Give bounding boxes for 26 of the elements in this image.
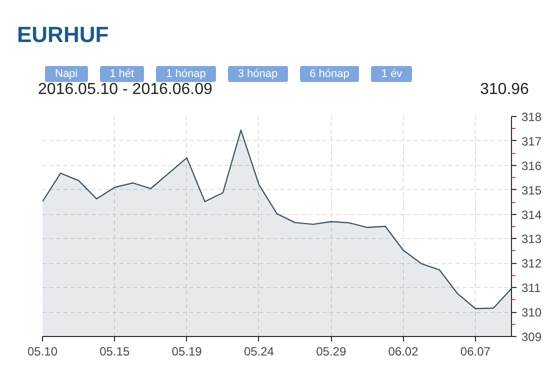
- y-tick-label: 310: [522, 306, 542, 320]
- y-tick-label: 316: [522, 158, 542, 173]
- y-tick-label: 315: [522, 183, 542, 198]
- text: 6 hónap: [300, 66, 360, 82]
- chart-subtitle: 2016.05.10 - 2016.06.09: [38, 80, 212, 100]
- y-tick-label: 318: [522, 110, 542, 124]
- x-tick-label: 05.10: [27, 344, 58, 358]
- text: 1 hónap: [156, 66, 216, 82]
- x-tick-label: 05.29: [316, 344, 346, 358]
- y-tick-label: 313: [522, 232, 542, 246]
- chart-title: EURHUF: [17, 21, 109, 49]
- x-tick-label: 05.24: [244, 344, 274, 358]
- text: Napi: [45, 66, 88, 82]
- x-tick-label: 06.02: [388, 344, 419, 358]
- text: 1 év: [371, 66, 412, 82]
- x-tick-label: 05.19: [172, 344, 202, 358]
- x-tick-label: 06.07: [460, 344, 491, 358]
- text: 310.96: [480, 80, 529, 100]
- text: 1 hét: [100, 66, 144, 82]
- y-tick-label: 311: [522, 281, 541, 296]
- x-tick-label: 05.15: [100, 344, 130, 358]
- y-tick-label: 309: [522, 330, 542, 344]
- text: 3 hónap: [228, 66, 288, 82]
- y-tick-label: 312: [522, 256, 542, 271]
- y-tick-label: 317: [522, 134, 542, 148]
- y-tick-label: 314: [522, 208, 542, 222]
